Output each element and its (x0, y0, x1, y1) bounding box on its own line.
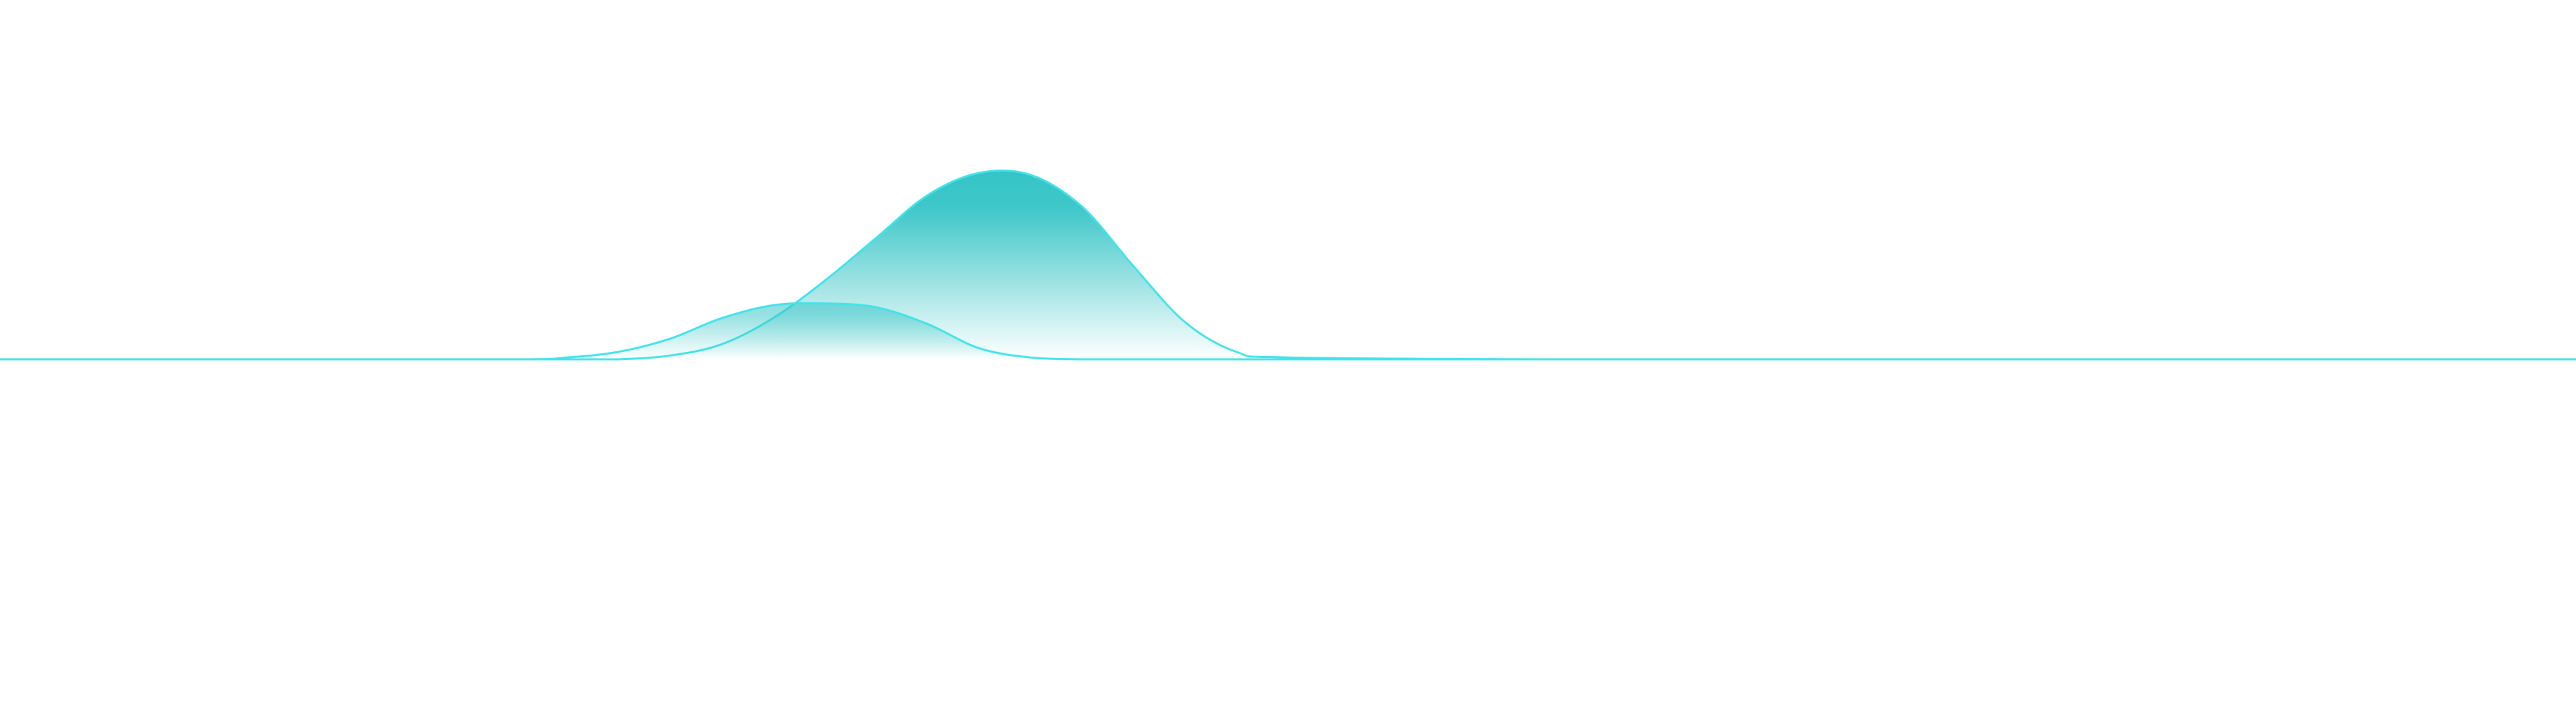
series-1-line (0, 169, 2576, 361)
series-layer (0, 169, 2576, 361)
series-1-area (0, 170, 2576, 359)
series-2-area (0, 303, 2576, 359)
series-2-line (0, 302, 2576, 361)
